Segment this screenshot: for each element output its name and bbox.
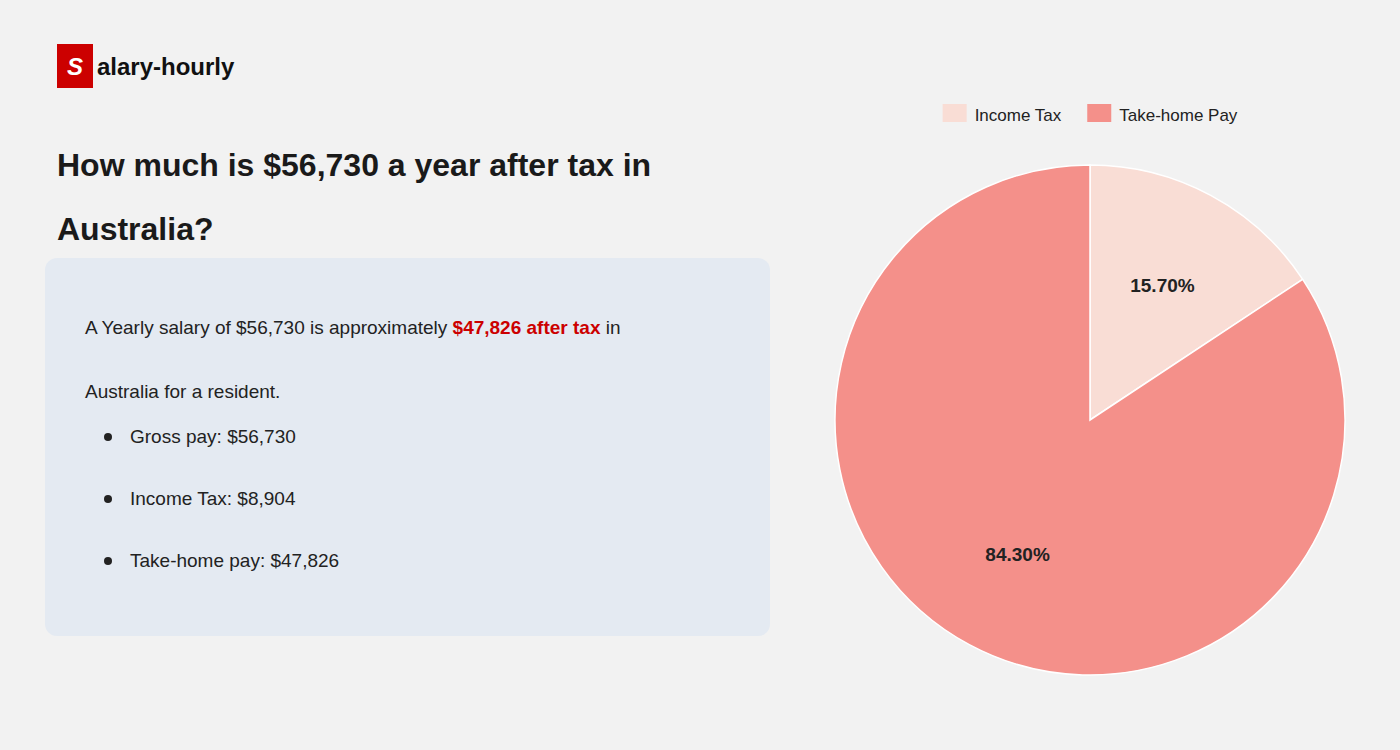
logo-text: alary-hourly (97, 53, 235, 80)
bullet-dot (104, 433, 112, 441)
legend-swatch (943, 104, 967, 122)
data-labels: 15.70% 84.30% (985, 275, 1194, 566)
title-line: How much is $56,730 a year after tax in (57, 147, 660, 183)
title: How much is $56,730 a year after tax in … (57, 147, 660, 247)
chart: Salary-hourly How much is $56,730 a year … (0, 0, 1400, 750)
bullet-dot (104, 495, 112, 503)
legend-label: Income Tax (975, 106, 1062, 125)
description-highlight: $47,826 after tax (453, 317, 601, 338)
description-line: A Yearly salary of $56,730 is approximat… (85, 317, 621, 338)
bullet-text: Take-home pay: $47,826 (130, 550, 339, 571)
legend-swatch (1087, 104, 1111, 122)
data-label: 15.70% (1130, 275, 1195, 296)
info-box (45, 258, 770, 636)
logo-box (57, 44, 93, 88)
bullet-text: Gross pay: $56,730 (130, 426, 296, 447)
legend-item: Income Tax (943, 104, 1062, 125)
legend-label: Take-home Pay (1119, 106, 1238, 125)
description-line: Australia for a resident. (85, 381, 280, 402)
logo-letter: S (67, 53, 83, 80)
background (0, 0, 1400, 750)
description-segment: in (600, 317, 620, 338)
description-segment: A Yearly salary of $56,730 is approximat… (85, 317, 453, 338)
bullet-text: Income Tax: $8,904 (130, 488, 296, 509)
pie (835, 165, 1345, 675)
legend-item: Take-home Pay (1087, 104, 1238, 125)
data-label: 84.30% (985, 544, 1050, 565)
bullet-dot (104, 557, 112, 565)
pie-slice (835, 165, 1345, 675)
legend: Income Tax Take-home Pay (943, 104, 1238, 125)
title-line: Australia? (57, 211, 213, 247)
